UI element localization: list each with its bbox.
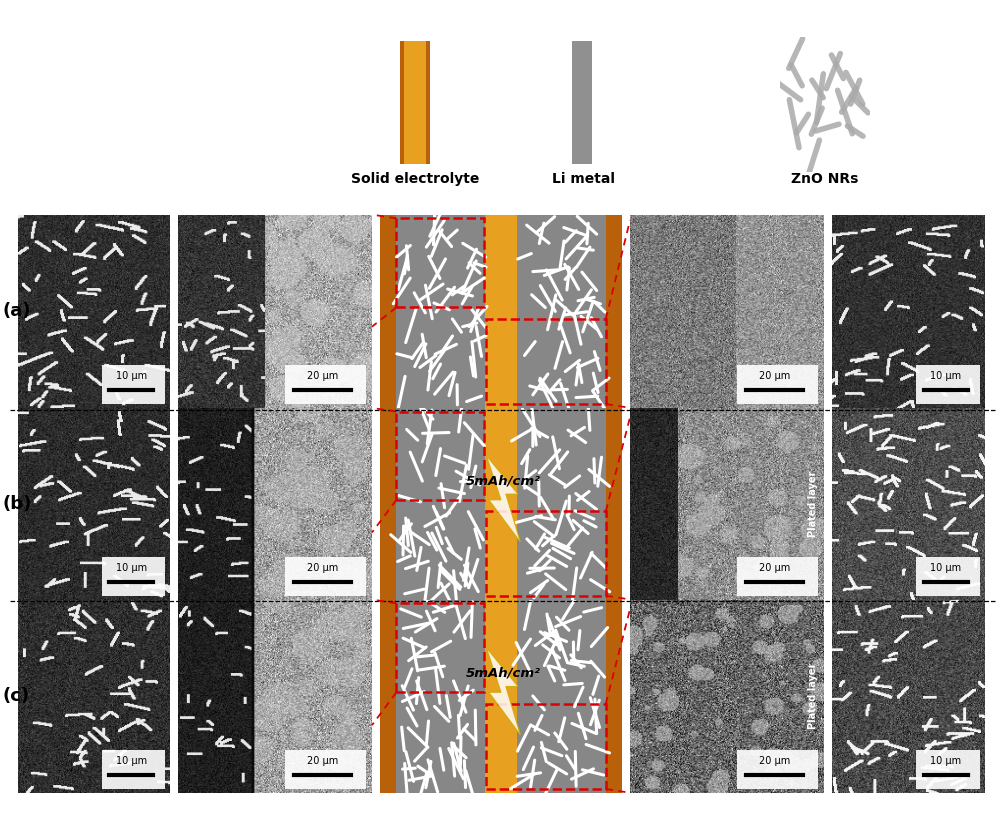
Bar [916, 365, 980, 404]
Text: 10 μm: 10 μm [116, 756, 147, 766]
Bar [102, 558, 165, 595]
Text: 5mAh/cm²: 5mAh/cm² [466, 474, 541, 487]
Bar [737, 750, 818, 789]
Bar [380, 408, 396, 600]
Text: 20 μm: 20 μm [307, 371, 338, 381]
Bar [916, 558, 980, 595]
Bar [380, 215, 396, 408]
Polygon shape [486, 455, 520, 542]
Text: 20 μm: 20 μm [759, 371, 790, 381]
Bar [404, 41, 426, 164]
Bar [396, 408, 485, 600]
Text: 10 μm: 10 μm [930, 756, 962, 766]
Bar [102, 365, 165, 404]
Bar [396, 219, 484, 307]
Bar [102, 750, 165, 789]
Bar [486, 319, 606, 404]
Bar [606, 215, 622, 408]
Bar [517, 600, 606, 793]
Text: Plated layer: Plated layer [808, 663, 818, 730]
Text: (c): (c) [3, 687, 30, 705]
Bar [916, 750, 980, 789]
Bar [606, 408, 622, 600]
Bar [285, 558, 366, 595]
Text: Plated layer: Plated layer [808, 470, 818, 537]
Bar [285, 750, 366, 789]
Text: (a): (a) [3, 302, 32, 320]
Text: 10 μm: 10 μm [930, 371, 962, 381]
Text: Li metal: Li metal [552, 172, 614, 186]
Text: Solid electrolyte: Solid electrolyte [351, 172, 479, 186]
Text: 10 μm: 10 μm [930, 563, 962, 572]
Bar [737, 365, 818, 404]
Text: 10 μm: 10 μm [116, 563, 147, 572]
Text: 20 μm: 20 μm [307, 563, 338, 572]
Bar [517, 215, 606, 408]
Bar [485, 215, 517, 408]
Text: ZnO NRs: ZnO NRs [791, 172, 859, 186]
Text: 20 μm: 20 μm [307, 756, 338, 766]
Bar [396, 604, 484, 692]
Text: (b): (b) [3, 495, 32, 513]
Text: 5mAh/cm²: 5mAh/cm² [466, 667, 541, 680]
Bar [485, 408, 517, 600]
Bar [737, 558, 818, 595]
Bar [380, 600, 396, 793]
Bar [486, 704, 606, 789]
Text: 20 μm: 20 μm [759, 756, 790, 766]
Polygon shape [486, 648, 520, 735]
Bar [517, 408, 606, 600]
Bar [396, 412, 484, 500]
Bar [606, 600, 622, 793]
Bar [396, 215, 485, 408]
Bar [285, 365, 366, 404]
Bar [485, 600, 517, 793]
Bar [486, 511, 606, 595]
Text: 20 μm: 20 μm [759, 563, 790, 572]
Bar [396, 600, 485, 793]
Text: 10 μm: 10 μm [116, 371, 147, 381]
